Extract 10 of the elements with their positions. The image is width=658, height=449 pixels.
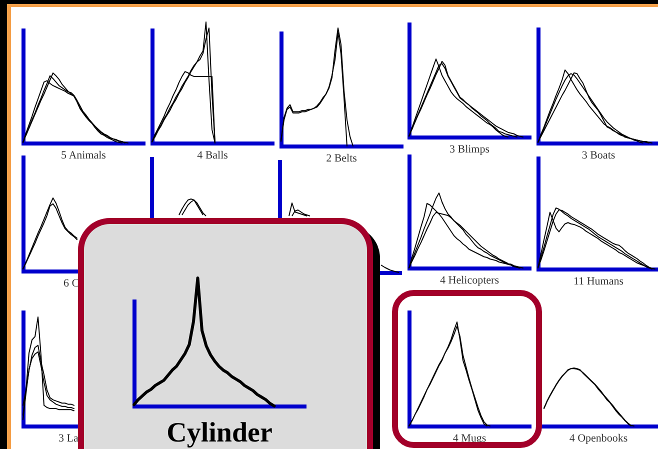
x-axis-title: 4 Helicopters [440, 274, 499, 286]
x-axis-title: 2 Belts [326, 152, 357, 164]
x-axis-title: 3 Blimps [449, 144, 490, 156]
x-axis-title: 4 Openbooks [569, 432, 628, 444]
x-axis-title: 3 La [58, 432, 78, 444]
x-axis-title: Cylinder [166, 418, 272, 448]
x-axis-title: 11 Humans [573, 276, 624, 288]
x-axis-title: 5 Animals [61, 150, 106, 162]
x-axis-title: 4 Balls [197, 150, 228, 162]
x-axis-title: 3 Boats [582, 150, 616, 162]
